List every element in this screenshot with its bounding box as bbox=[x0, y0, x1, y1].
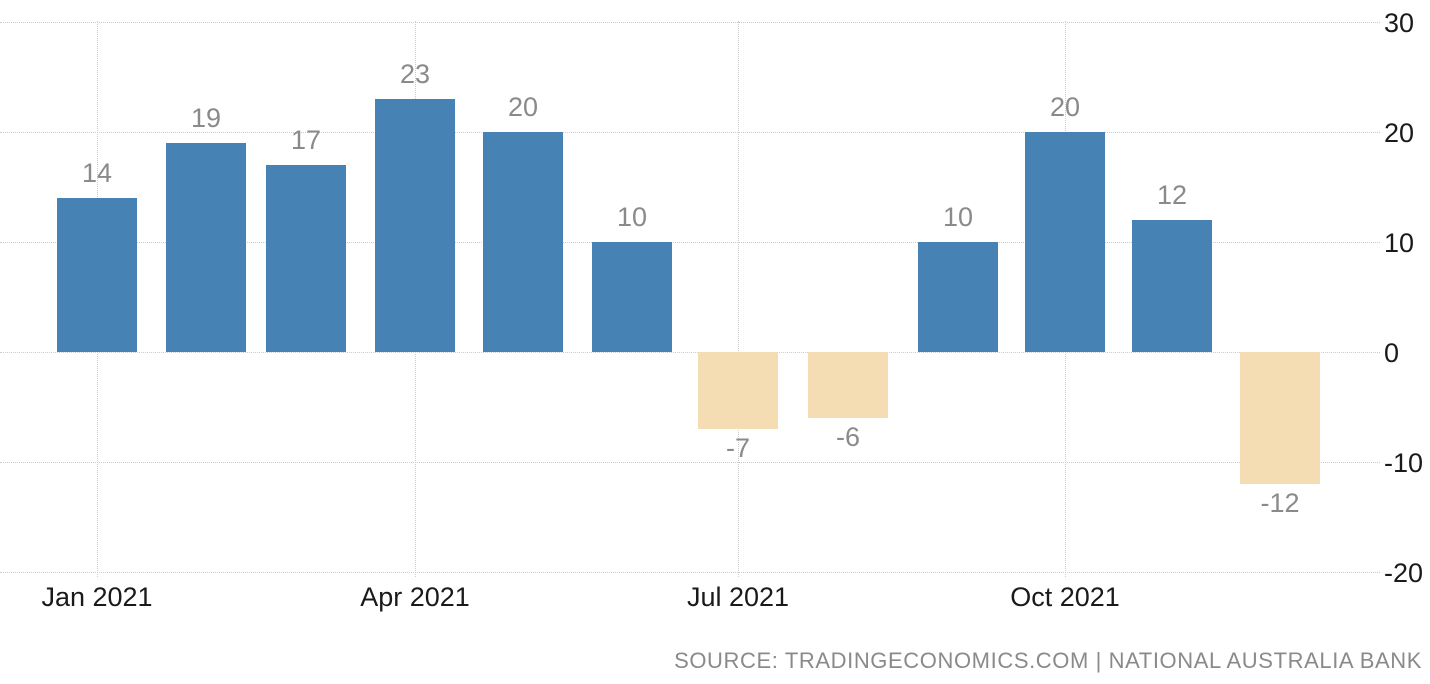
y-gridline-30 bbox=[0, 22, 1380, 23]
y-axis-label-0: 0 bbox=[1384, 338, 1400, 368]
x-axis-label-oct-2021: Oct 2021 bbox=[1010, 582, 1120, 612]
bar-value-label-apr-2021: 23 bbox=[399, 59, 431, 89]
bar-may-2021[interactable] bbox=[483, 132, 563, 352]
y-axis-label-30: 30 bbox=[1384, 8, 1415, 38]
bar-value-label-aug-2021: -6 bbox=[835, 422, 860, 452]
bar-value-label-oct-2021: 20 bbox=[1049, 92, 1081, 122]
bar-nov-2021[interactable] bbox=[1132, 220, 1212, 352]
bar-aug-2021[interactable] bbox=[808, 352, 888, 418]
y-gridline-10 bbox=[0, 242, 1380, 243]
bar-value-label-jan-2021: 14 bbox=[81, 158, 113, 188]
bar-value-label-may-2021: 20 bbox=[507, 92, 539, 122]
y-axis-label-20: 20 bbox=[1384, 118, 1415, 148]
bar-mar-2021[interactable] bbox=[266, 165, 346, 352]
bar-dec-2021[interactable] bbox=[1240, 352, 1320, 484]
bar-value-label-dec-2021: -12 bbox=[1260, 488, 1300, 518]
bar-apr-2021[interactable] bbox=[375, 99, 455, 352]
bar-value-label-jul-2021: -7 bbox=[725, 433, 750, 463]
bar-jul-2021[interactable] bbox=[698, 352, 778, 429]
bar-value-label-feb-2021: 19 bbox=[190, 103, 222, 133]
y-gridline--20 bbox=[0, 572, 1380, 573]
bar-jun-2021[interactable] bbox=[592, 242, 672, 352]
y-axis-label--20: -20 bbox=[1384, 558, 1424, 588]
y-gridline-20 bbox=[0, 132, 1380, 133]
bar-value-label-sep-2021: 10 bbox=[942, 202, 974, 232]
x-gridline-jul-2021 bbox=[738, 21, 739, 577]
bar-jan-2021[interactable] bbox=[57, 198, 137, 352]
bar-value-label-nov-2021: 12 bbox=[1156, 180, 1188, 210]
x-axis-label-jan-2021: Jan 2021 bbox=[41, 582, 153, 612]
y-gridline--10 bbox=[0, 462, 1380, 463]
x-axis-label-apr-2021: Apr 2021 bbox=[360, 582, 470, 612]
bar-sep-2021[interactable] bbox=[918, 242, 998, 352]
bar-value-label-mar-2021: 17 bbox=[290, 125, 322, 155]
bar-oct-2021[interactable] bbox=[1025, 132, 1105, 352]
x-axis-label-jul-2021: Jul 2021 bbox=[686, 582, 790, 612]
y-axis-label--10: -10 bbox=[1384, 448, 1424, 478]
bar-feb-2021[interactable] bbox=[166, 143, 246, 352]
source-attribution: SOURCE: TRADINGECONOMICS.COM | NATIONAL … bbox=[674, 648, 1422, 673]
bar-value-label-jun-2021: 10 bbox=[616, 202, 648, 232]
y-axis-label-10: 10 bbox=[1384, 228, 1415, 258]
y-gridline-0 bbox=[0, 352, 1380, 353]
